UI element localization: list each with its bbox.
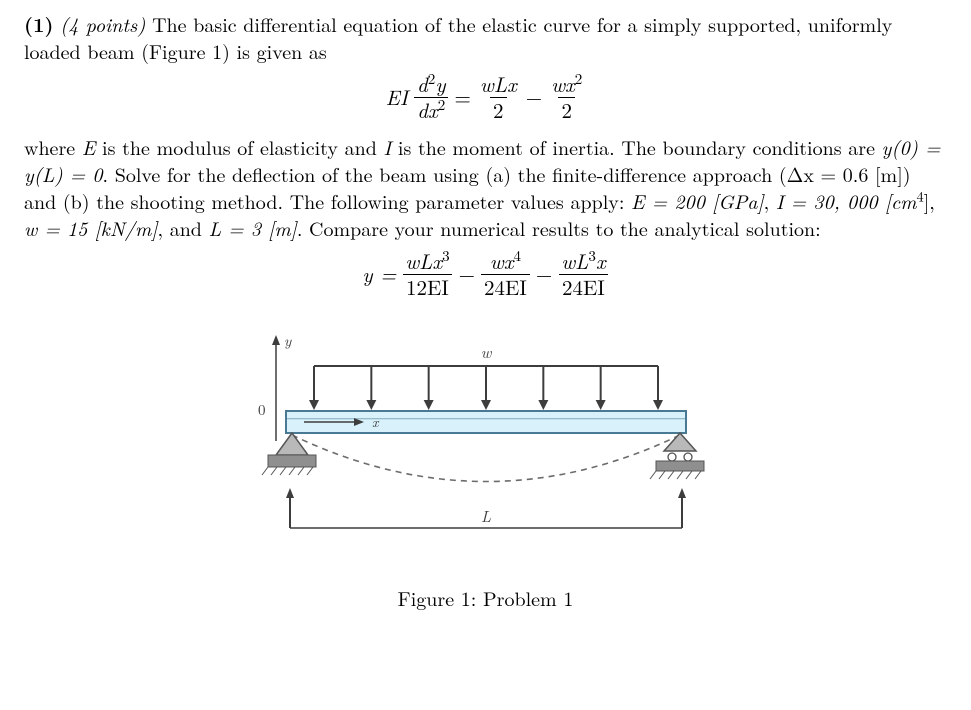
beam-diagram: y0wxL <box>226 316 746 566</box>
problem-intro: (1) (4 points) The basic differential eq… <box>24 10 947 64</box>
svg-text:0: 0 <box>258 399 266 420</box>
equation-1: EI d2y dx2 = wLx 2 − wx2 2 <box>24 74 947 121</box>
equation-2: y = wLx3 12EI − wx4 24EI − wL3x 24EI <box>24 251 947 298</box>
figure-caption: Figure 1: Problem 1 <box>24 584 947 611</box>
eq2-lhs: y = <box>362 260 396 288</box>
eq2-minus2: − <box>536 260 552 288</box>
problem-points: (4 points) <box>60 9 145 38</box>
eq2-term2: wx4 24EI <box>481 251 530 298</box>
eq1-equals: = <box>455 83 471 111</box>
eq2-minus1: − <box>459 260 475 288</box>
eq1-minus: − <box>526 83 542 111</box>
problem-body: where E is the modulus of elasticity and… <box>24 133 947 241</box>
svg-text:L: L <box>480 504 490 527</box>
eq1-term1: wLx 2 <box>477 74 520 121</box>
eq1-term2: wx2 2 <box>548 74 585 121</box>
eq1-EI: EI <box>386 82 408 112</box>
intro-text: The basic differential equation of the e… <box>24 9 892 65</box>
problem-number: (1) <box>24 9 53 38</box>
svg-text:y: y <box>284 330 292 351</box>
svg-text:w: w <box>480 340 492 363</box>
figure-1: y0wxL Figure 1: Problem 1 <box>24 316 947 611</box>
eq2-term1: wLx3 12EI <box>402 251 452 298</box>
eq2-term3: wL3x 24EI <box>558 251 608 298</box>
eq1-d2y-dx2: d2y dx2 <box>414 74 449 121</box>
